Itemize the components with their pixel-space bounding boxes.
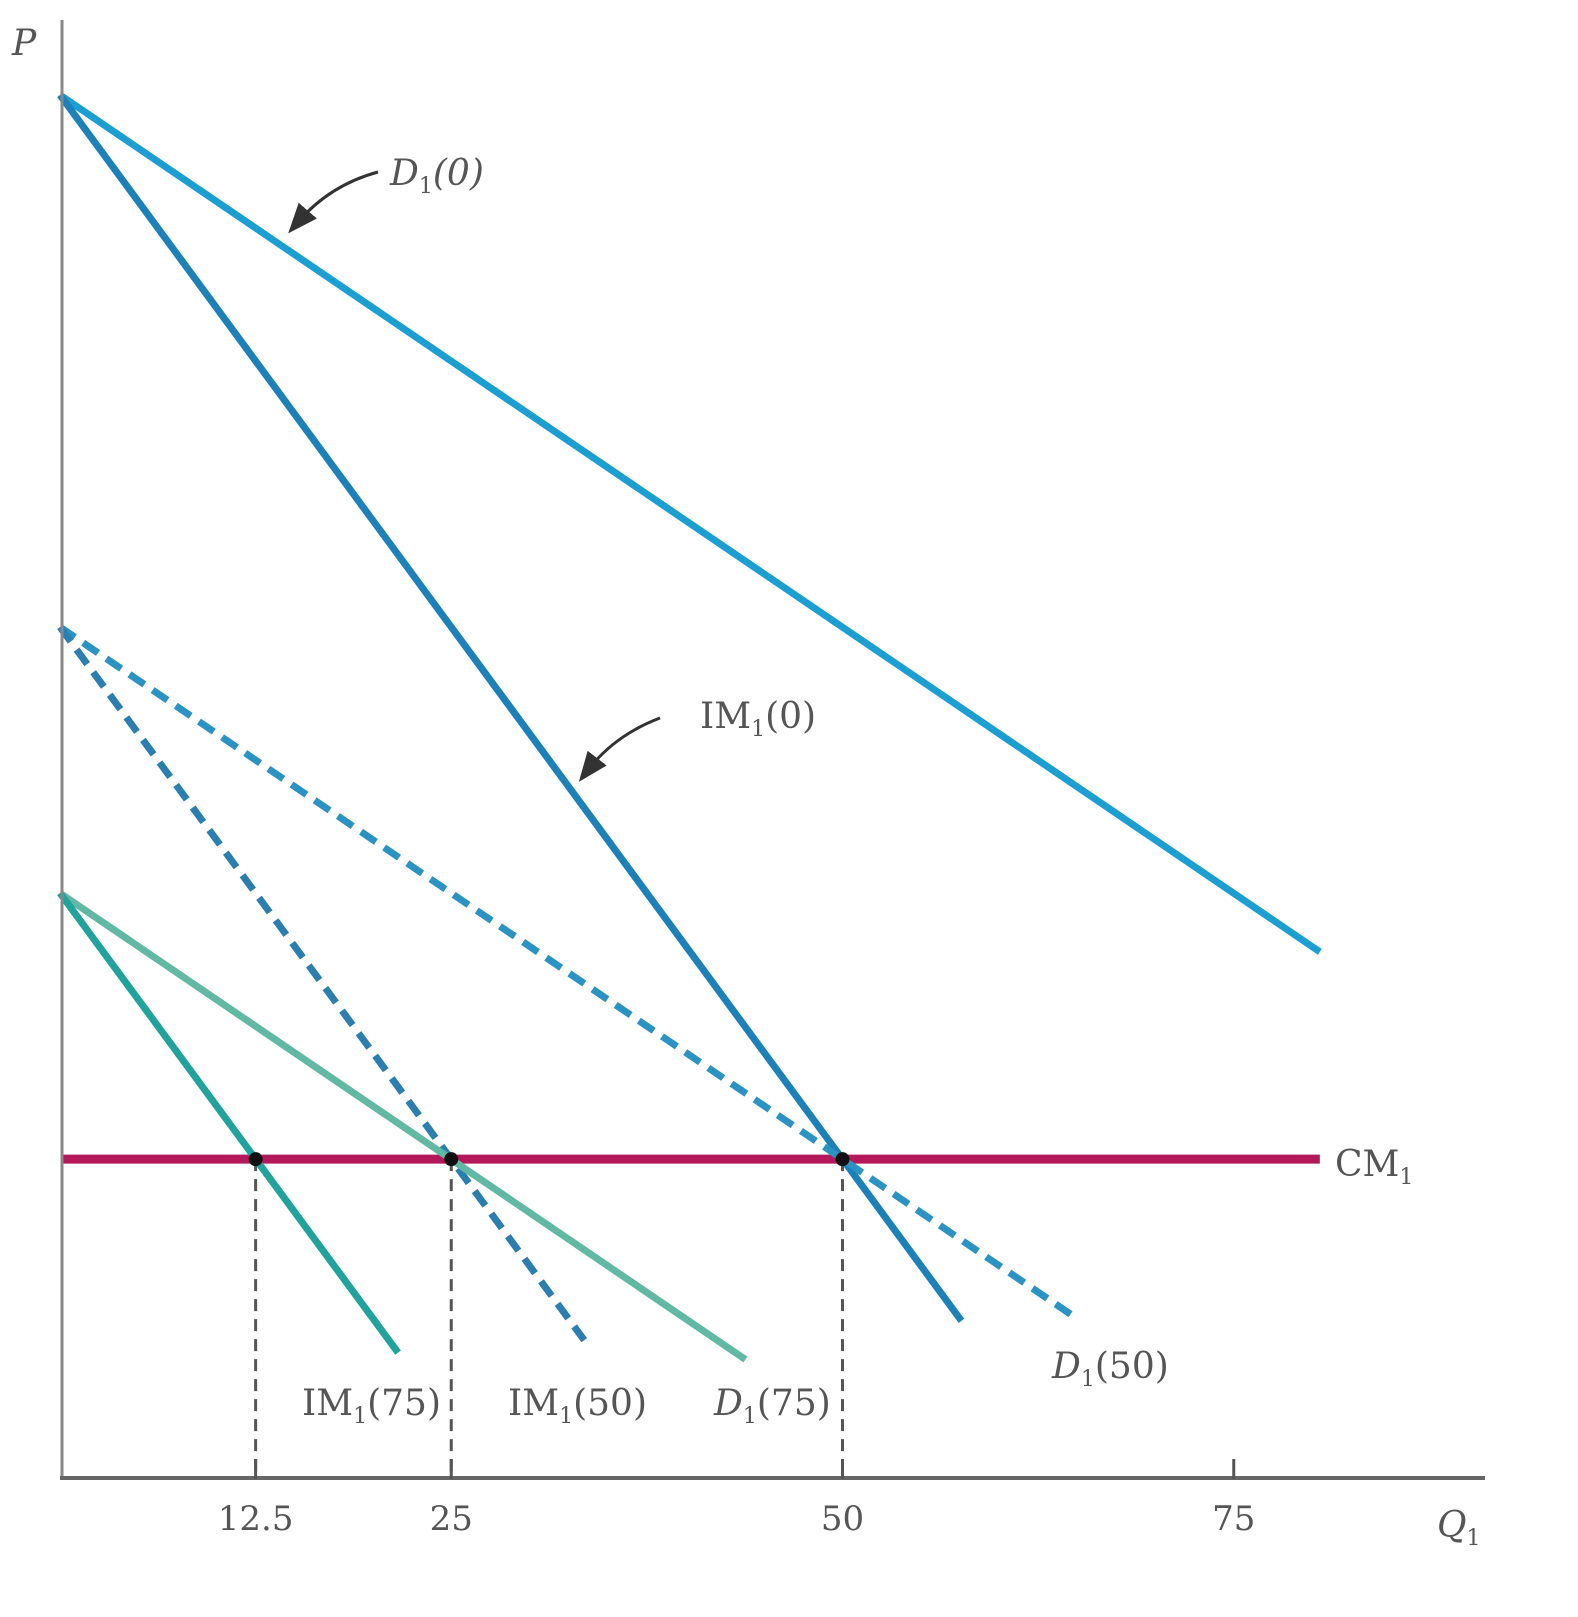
tick-label: 50 xyxy=(821,1499,864,1539)
equilibrium-guides xyxy=(254,1159,844,1477)
x-ticks: 12.5 25 50 75 xyxy=(218,1459,1255,1539)
series-d1-75 xyxy=(58,890,748,1363)
equilibrium-point xyxy=(835,1152,850,1167)
tick-label: 25 xyxy=(430,1499,473,1539)
equilibrium-point xyxy=(444,1152,459,1167)
x-axis-label: Q1 xyxy=(1437,1505,1481,1551)
series-d1-50 xyxy=(58,624,1080,1322)
arrow-im1-0 xyxy=(578,716,661,782)
label-im1-50: IM1(50) xyxy=(508,1383,647,1429)
label-d1-75: D1(75) xyxy=(713,1383,831,1429)
series-d1-0 xyxy=(58,92,1322,955)
label-im1-75: IM1(75) xyxy=(302,1383,441,1429)
tick-label: 75 xyxy=(1212,1499,1255,1539)
series-im1-75 xyxy=(57,891,401,1355)
arrow-d1-0 xyxy=(288,170,379,234)
label-d1-50: D1(50) xyxy=(1051,1346,1169,1392)
series-im1-50 xyxy=(57,624,588,1343)
series-group xyxy=(57,92,1322,1363)
label-d1-0: D1(0) xyxy=(389,153,484,199)
y-axis-label: P xyxy=(11,23,37,64)
tick-label: 12.5 xyxy=(218,1499,294,1539)
axes xyxy=(60,20,1485,1480)
equilibrium-point xyxy=(248,1152,263,1167)
equilibrium-points xyxy=(248,1152,850,1167)
label-im1-0: IM1(0) xyxy=(700,696,816,742)
label-cm1: CM1 xyxy=(1335,1144,1413,1190)
series-im1-0 xyxy=(57,92,965,1323)
